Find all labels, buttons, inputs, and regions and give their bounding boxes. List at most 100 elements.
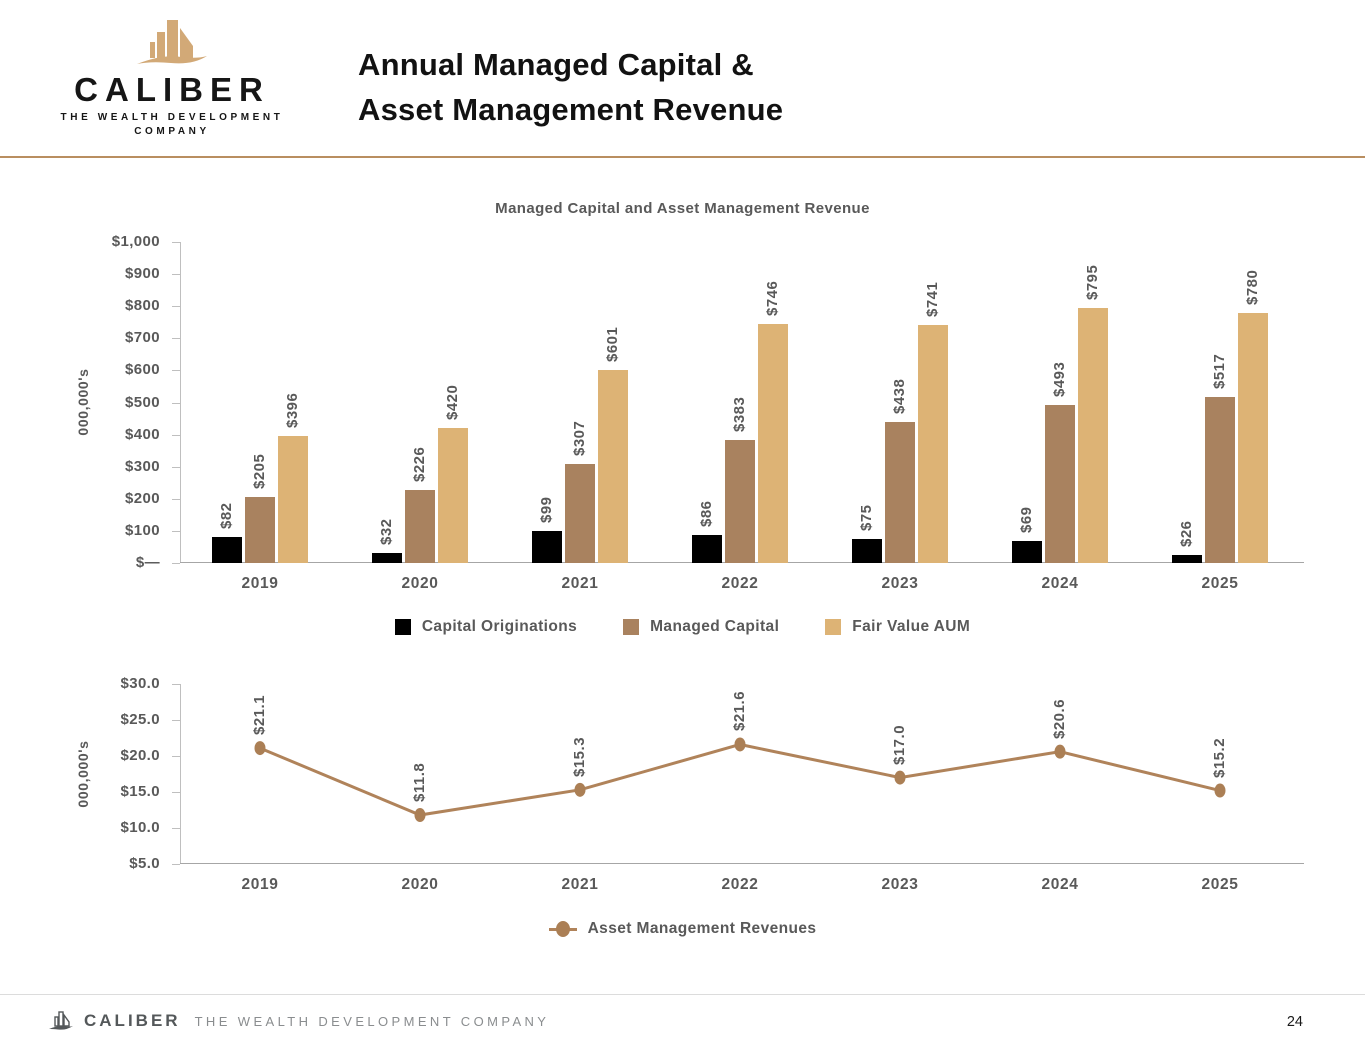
- revenue-data-point: [574, 782, 586, 797]
- bar-chart-y-tick-mark: [172, 498, 180, 500]
- bar-value-label: $517: [1211, 353, 1228, 390]
- page-title: Annual Managed Capital & Asset Managemen…: [358, 42, 783, 132]
- bar-value-label: $205: [251, 453, 268, 490]
- bar-value-label: $69: [1018, 506, 1035, 533]
- bar-chart-x-tick-label: 2024: [1041, 575, 1079, 592]
- header-divider: [0, 156, 1365, 158]
- bar-value-label: $32: [378, 518, 395, 545]
- bar-chart-x-tick-label: 2021: [561, 575, 599, 592]
- legend-label: Capital Originations: [421, 618, 578, 635]
- page-number: 24: [1286, 1014, 1303, 1030]
- bar-chart-y-tick-label: $100: [125, 521, 160, 539]
- revenue-value-label: $21.6: [731, 691, 748, 732]
- line-chart-y-tick-mark: [172, 792, 180, 793]
- bar-value-label: $86: [698, 500, 715, 528]
- bar-value-label: $226: [411, 447, 428, 483]
- revenue-value-label: $15.2: [1211, 737, 1228, 778]
- legend-label: Managed Capital: [650, 618, 780, 635]
- bar-chart-title: Managed Capital and Asset Management Rev…: [495, 200, 870, 217]
- building-icon: [137, 20, 207, 64]
- revenue-line-marker: [548, 921, 577, 937]
- fair-value-aum-swatch: [825, 619, 842, 635]
- bar-fair-value-aum: [918, 325, 948, 563]
- page-title-line2: Asset Management Revenue: [358, 92, 784, 127]
- bar-fair-value-aum: [1238, 312, 1268, 563]
- bar-fair-value-aum: [438, 428, 468, 563]
- bar-chart-y-tick-label: $800: [125, 297, 160, 315]
- bar-chart-y-tick-label: $—: [135, 554, 160, 571]
- bar-chart-y-tick-mark: [172, 338, 180, 340]
- bar-fair-value-aum: [1078, 307, 1108, 563]
- line-chart-x-tick-label: 2022: [721, 876, 759, 893]
- line-chart-y-tick-mark: [172, 684, 180, 685]
- bar-chart-y-tick-label: $700: [125, 329, 160, 347]
- line-chart-y-tick-label: $5.0: [129, 855, 160, 872]
- bar-chart-x-tick-label: 2022: [721, 575, 759, 592]
- revenue-line-marker-dot: [555, 921, 570, 937]
- bar-capital-originations: [532, 531, 562, 563]
- bar-value-label: $601: [604, 326, 621, 363]
- managed-capital-swatch: [623, 619, 640, 635]
- revenue-value-label: $11.8: [411, 762, 428, 803]
- bar-chart-y-tick-mark: [172, 274, 180, 276]
- bar-value-label: $493: [1051, 361, 1068, 397]
- bar-managed-capital: [405, 490, 435, 563]
- line-chart-y-tick-label: $10.0: [120, 819, 160, 836]
- line-chart-x-tick-label: 2019: [241, 876, 279, 893]
- footer-brand: CALIBER: [84, 1011, 181, 1030]
- revenue-value-label: $17.0: [891, 724, 908, 765]
- revenue-data-point: [1054, 744, 1066, 759]
- legend-item-asset-management-revenues: Asset Management Revenues: [548, 920, 817, 938]
- capital-originations-swatch: [394, 619, 411, 635]
- line-chart-y-tick-label: $20.0: [120, 747, 160, 764]
- bar-value-label: $307: [571, 421, 588, 457]
- bar-capital-originations: [692, 535, 722, 563]
- bar-value-label: $26: [1178, 520, 1195, 547]
- bar-chart-y-tick-mark: [172, 370, 180, 372]
- legend-item-fair-value-aum: Fair Value AUM: [825, 618, 970, 636]
- revenue-line: [259, 742, 1221, 817]
- brand-name: CALIBER: [74, 71, 270, 108]
- bar-managed-capital: [725, 440, 755, 563]
- bar-managed-capital: [885, 422, 915, 563]
- footer-company: THE WEALTH DEVELOPMENT COMPANY: [194, 1013, 550, 1029]
- line-chart-y-tick-mark: [172, 720, 180, 721]
- bar-chart-y-tick-label: $600: [125, 361, 160, 379]
- bar-chart-x-tick-label: 2025: [1201, 575, 1239, 592]
- bar-capital-originations: [212, 536, 242, 563]
- revenue-data-point: [734, 737, 746, 752]
- bar-value-label: $75: [858, 504, 875, 531]
- revenue-line-svg: [254, 737, 1226, 823]
- bar-value-label: $795: [1084, 264, 1101, 300]
- revenue-value-label: $20.6: [1051, 698, 1068, 739]
- bar-chart-y-tick-label: $200: [125, 489, 160, 507]
- line-chart-x-tick-label: 2020: [401, 876, 439, 893]
- bar-chart-x-tick-label: 2020: [401, 575, 439, 592]
- bar-chart-x-tick-label: 2019: [241, 575, 279, 592]
- line-chart-y-tick-label: $15.0: [120, 783, 160, 800]
- bar-chart-y-tick-label: $1,000: [111, 233, 160, 250]
- bar-chart-y-tick-mark: [172, 563, 180, 564]
- brand-tagline: THE WEALTH DEVELOPMENT COMPANY: [38, 111, 306, 139]
- footer-divider: [0, 994, 1365, 995]
- bar-capital-originations: [1012, 540, 1042, 563]
- bar-value-label: $82: [218, 502, 235, 529]
- bar-value-label: $99: [538, 496, 555, 524]
- bar-fair-value-aum: [598, 370, 628, 563]
- legend-item-managed-capital: Managed Capital: [623, 618, 779, 636]
- bar-value-label: $780: [1244, 269, 1261, 305]
- revenue-data-point: [254, 741, 266, 756]
- legend-item-capital-originations: Capital Originations: [394, 618, 578, 636]
- line-chart-legend: Asset Management Revenues: [0, 920, 1365, 938]
- bar-value-label: $438: [891, 379, 908, 415]
- line-chart-x-tick-label: 2025: [1201, 876, 1239, 893]
- revenue-value-label: $15.3: [571, 736, 588, 777]
- line-chart-y-tick-mark: [172, 756, 180, 757]
- line-chart-x-axis-line: [180, 863, 1304, 864]
- bar-chart-y-tick-label: $300: [125, 457, 160, 475]
- line-chart: $30.0 $25.0 $20.0 $15.0 $10.0 $5.0 $21.1 2019 $1…: [120, 675, 1304, 893]
- bar-value-label: $420: [444, 384, 461, 421]
- line-chart-x-tick-label: 2024: [1041, 876, 1079, 893]
- footer-building-icon: [49, 1011, 73, 1030]
- bar-capital-originations: [852, 538, 882, 563]
